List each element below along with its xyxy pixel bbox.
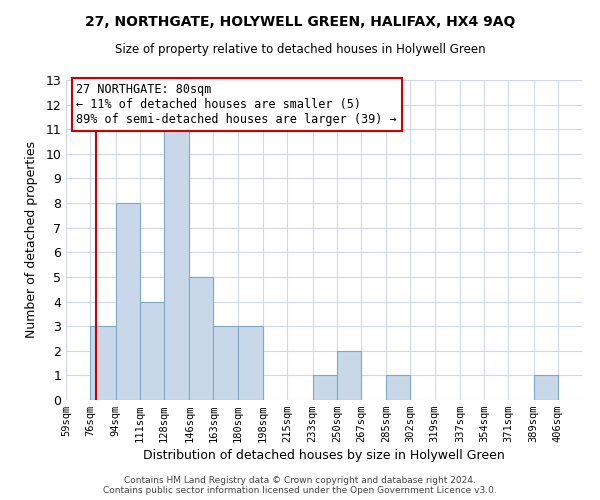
Bar xyxy=(140,302,164,400)
Bar xyxy=(337,351,361,400)
Bar xyxy=(90,326,116,400)
Bar xyxy=(116,203,140,400)
Text: 27 NORTHGATE: 80sqm
← 11% of detached houses are smaller (5)
89% of semi-detache: 27 NORTHGATE: 80sqm ← 11% of detached ho… xyxy=(76,83,397,126)
Y-axis label: Number of detached properties: Number of detached properties xyxy=(25,142,38,338)
Bar xyxy=(534,376,558,400)
Bar xyxy=(238,326,263,400)
Bar xyxy=(164,129,190,400)
Bar xyxy=(313,376,337,400)
Bar xyxy=(190,277,214,400)
Bar xyxy=(386,376,410,400)
Text: 27, NORTHGATE, HOLYWELL GREEN, HALIFAX, HX4 9AQ: 27, NORTHGATE, HOLYWELL GREEN, HALIFAX, … xyxy=(85,15,515,29)
X-axis label: Distribution of detached houses by size in Holywell Green: Distribution of detached houses by size … xyxy=(143,450,505,462)
Bar xyxy=(214,326,238,400)
Text: Contains HM Land Registry data © Crown copyright and database right 2024.: Contains HM Land Registry data © Crown c… xyxy=(124,476,476,485)
Text: Contains public sector information licensed under the Open Government Licence v3: Contains public sector information licen… xyxy=(103,486,497,495)
Text: Size of property relative to detached houses in Holywell Green: Size of property relative to detached ho… xyxy=(115,42,485,56)
